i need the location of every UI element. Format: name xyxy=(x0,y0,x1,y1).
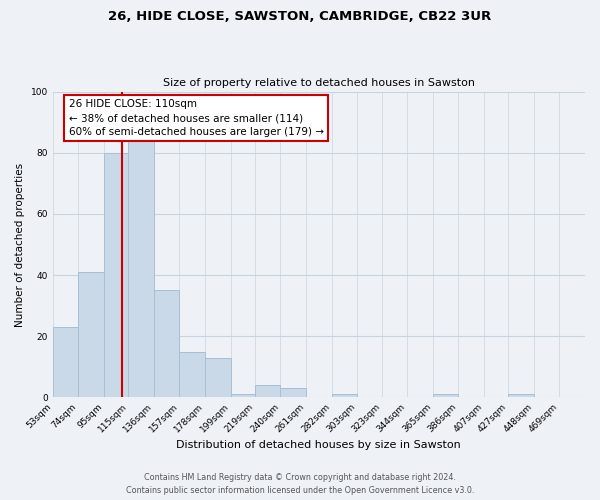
Text: 26, HIDE CLOSE, SAWSTON, CAMBRIDGE, CB22 3UR: 26, HIDE CLOSE, SAWSTON, CAMBRIDGE, CB22… xyxy=(109,10,491,23)
Text: 26 HIDE CLOSE: 110sqm
← 38% of detached houses are smaller (114)
60% of semi-det: 26 HIDE CLOSE: 110sqm ← 38% of detached … xyxy=(68,99,323,137)
Y-axis label: Number of detached properties: Number of detached properties xyxy=(15,162,25,326)
Bar xyxy=(128,140,154,398)
Bar xyxy=(78,272,104,398)
Bar xyxy=(179,352,205,398)
Bar xyxy=(104,152,130,398)
Bar xyxy=(255,386,280,398)
X-axis label: Distribution of detached houses by size in Sawston: Distribution of detached houses by size … xyxy=(176,440,461,450)
Bar xyxy=(53,327,78,398)
Text: Contains HM Land Registry data © Crown copyright and database right 2024.
Contai: Contains HM Land Registry data © Crown c… xyxy=(126,474,474,495)
Bar xyxy=(332,394,357,398)
Bar xyxy=(205,358,230,398)
Bar xyxy=(508,394,534,398)
Bar xyxy=(154,290,179,398)
Title: Size of property relative to detached houses in Sawston: Size of property relative to detached ho… xyxy=(163,78,475,88)
Bar xyxy=(280,388,306,398)
Bar xyxy=(433,394,458,398)
Bar xyxy=(230,394,255,398)
